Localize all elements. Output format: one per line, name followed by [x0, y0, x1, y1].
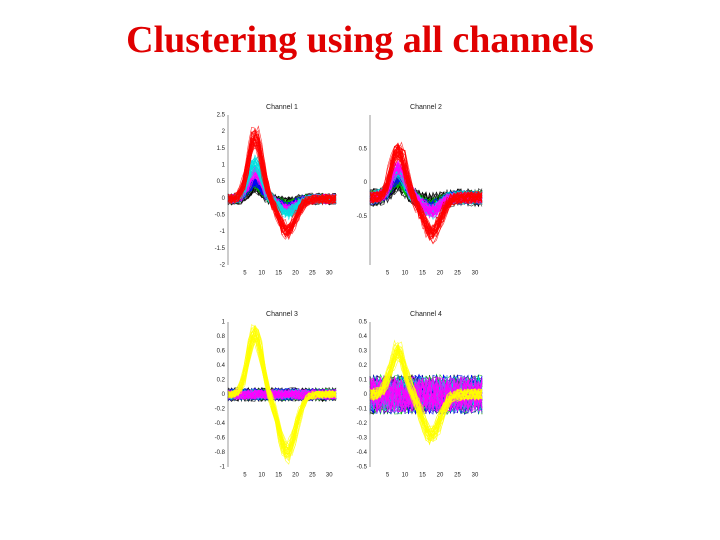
y-tick-label: 0	[222, 196, 226, 202]
waveform	[227, 389, 337, 400]
waveform	[227, 336, 337, 451]
y-tick-label: 0.4	[217, 363, 226, 369]
y-tick-label: 0	[364, 180, 368, 186]
y-tick-label: -1	[220, 465, 226, 471]
panel: Channel 1 2.5 2 1.5 1 0.5 0 -0.5 -1 -1.5 -2 5 10 15 20…	[215, 104, 337, 277]
waveform	[369, 150, 483, 235]
waveform	[369, 376, 483, 410]
panel-title: Channel 2	[410, 104, 442, 111]
waveform	[369, 143, 483, 239]
waveform	[369, 377, 483, 413]
y-tick-label: -0.4	[357, 450, 368, 456]
y-tick-label: 0.2	[359, 363, 368, 369]
y-tick-label: -0.3	[357, 436, 368, 442]
y-tick-label: -0.6	[215, 436, 226, 442]
y-tick-label: -1.5	[215, 246, 226, 252]
waveform	[227, 143, 337, 231]
x-tick-label: 30	[472, 271, 479, 277]
y-tick-label: -0.2	[215, 407, 226, 413]
panel: Channel 2 0.5 0 -0.5 5 10 15 20 25 30	[357, 104, 483, 277]
waveform	[369, 346, 483, 444]
y-tick-label: 1	[222, 163, 226, 169]
x-tick-label: 15	[275, 473, 282, 479]
x-tick-label: 30	[326, 271, 333, 277]
y-tick-label: -0.2	[357, 421, 368, 427]
x-tick-label: 20	[437, 473, 444, 479]
y-tick-label: 0.8	[217, 334, 226, 340]
x-tick-label: 15	[419, 271, 426, 277]
panel-title: Channel 4	[410, 311, 442, 318]
waveform	[369, 149, 483, 233]
x-tick-label: 30	[326, 473, 333, 479]
y-tick-label: -0.5	[357, 465, 368, 471]
x-tick-label: 5	[243, 473, 247, 479]
y-tick-label: 1.5	[217, 146, 226, 152]
x-tick-label: 25	[309, 473, 316, 479]
y-tick-label: -0.1	[357, 407, 368, 413]
y-tick-label: 0.5	[359, 146, 368, 152]
x-tick-label: 25	[454, 271, 461, 277]
x-tick-label: 25	[454, 473, 461, 479]
panel-title: Channel 1	[266, 104, 298, 111]
y-tick-label: -0.8	[215, 450, 226, 456]
x-tick-label: 25	[309, 271, 316, 277]
waveform	[369, 376, 483, 413]
panel: Channel 4 0.5 0.4 0.3 0.2 0.1 0 -0.1 -0.2 -0.3 -0.…	[357, 311, 483, 479]
x-tick-label: 5	[243, 271, 247, 277]
waveform	[369, 376, 483, 414]
y-tick-label: -0.5	[357, 214, 368, 220]
y-tick-label: 0.2	[217, 378, 226, 384]
y-tick-label: 0.3	[359, 349, 368, 355]
x-tick-label: 10	[258, 271, 265, 277]
waveform	[369, 144, 483, 241]
y-tick-label: 0.5	[359, 320, 368, 326]
y-tick-label: 1	[222, 320, 226, 326]
waveform	[227, 126, 337, 240]
waveform	[369, 351, 483, 437]
y-tick-label: -1	[220, 229, 226, 235]
waveform	[369, 352, 483, 438]
x-tick-label: 5	[386, 473, 390, 479]
waveform	[227, 336, 337, 449]
x-tick-label: 20	[437, 271, 444, 277]
y-tick-label: 0.4	[359, 334, 368, 340]
waveform	[227, 131, 337, 238]
y-tick-label: 0.1	[359, 378, 368, 384]
y-tick-label: 0	[364, 392, 368, 398]
waveform	[369, 346, 483, 436]
x-tick-label: 5	[386, 271, 390, 277]
x-tick-label: 20	[292, 473, 299, 479]
y-tick-label: -2	[220, 263, 226, 269]
x-tick-label: 15	[275, 271, 282, 277]
panel-title: Channel 3	[266, 311, 298, 318]
y-tick-label: 0.6	[217, 349, 226, 355]
x-tick-label: 10	[402, 473, 409, 479]
y-tick-label: 0	[222, 392, 226, 398]
waveform	[227, 337, 337, 447]
y-tick-label: -0.4	[215, 421, 226, 427]
y-tick-label: 2.5	[217, 113, 226, 119]
waveform	[369, 353, 483, 440]
waveform	[369, 146, 483, 241]
waveform	[369, 158, 483, 235]
y-tick-label: 2	[222, 129, 226, 135]
waveform	[227, 131, 337, 236]
y-tick-label: 0.5	[217, 179, 226, 185]
slide-title: Clustering using all channels	[126, 19, 594, 61]
x-tick-label: 20	[292, 271, 299, 277]
waveform	[369, 377, 483, 409]
x-tick-label: 15	[419, 473, 426, 479]
x-tick-label: 10	[258, 473, 265, 479]
x-tick-label: 10	[402, 271, 409, 277]
x-tick-label: 30	[472, 473, 479, 479]
y-tick-label: -0.5	[215, 213, 226, 219]
panel: Channel 3 1 0.8 0.6 0.4 0.2 0 -0.2 -0.4 -0.6 -0.8 -…	[215, 311, 337, 479]
